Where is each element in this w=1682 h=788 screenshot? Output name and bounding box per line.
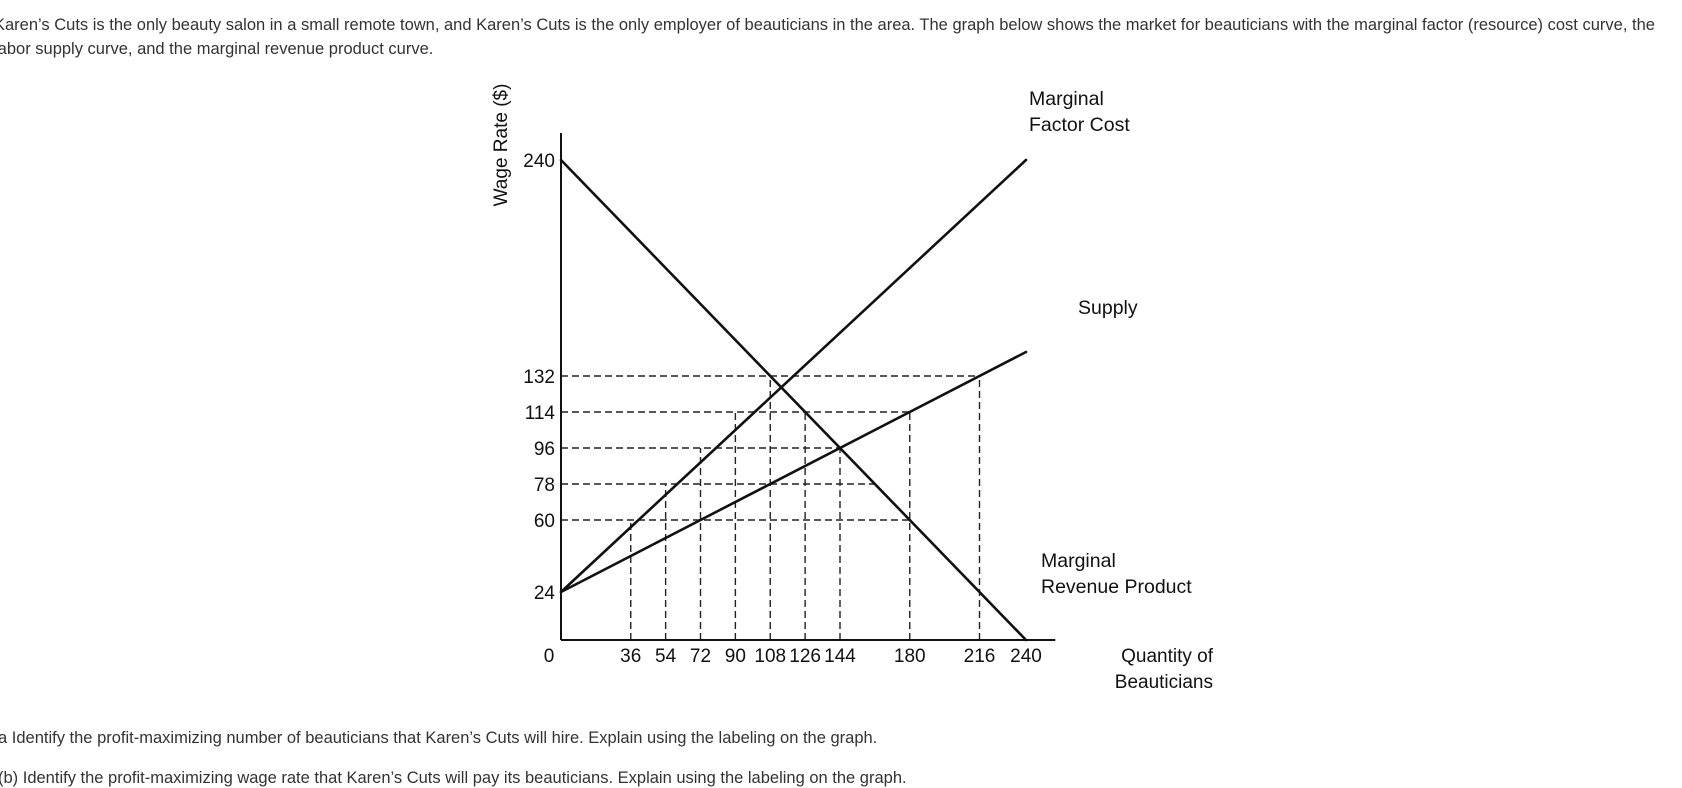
x-tick-144: 144 (824, 646, 856, 667)
mfc-label-line-1: Marginal (1029, 88, 1104, 110)
x-tick-36: 36 (620, 646, 641, 667)
chart-labels: 36 54 72 90 108 126 144 180 216 240 24 60 78 96 114 132… (491, 84, 1214, 693)
mfc-curve (559, 158, 1028, 594)
x-axis-title-line-1: Quantity of (1121, 646, 1214, 667)
mfc-label-line-2: Factor Cost (1029, 114, 1130, 136)
reference-lines (561, 375, 981, 640)
y-tick-114: 114 (525, 403, 556, 424)
y-tick-96: 96 (534, 439, 555, 460)
supply-label-line-1: Supply (1078, 297, 1138, 319)
mrp-curve (559, 158, 1028, 642)
y-tick-240: 240 (523, 151, 555, 172)
y-tick-60: 60 (534, 511, 555, 532)
y-tick-78: 78 (534, 475, 555, 496)
x-axis-title-line-2: Beauticians (1115, 672, 1213, 693)
y-tick-132: 132 (523, 367, 555, 388)
question-a: a Identify the profit-maximizing number … (0, 729, 878, 747)
x-tick-180: 180 (894, 646, 926, 667)
x-tick-240: 240 (1010, 646, 1042, 667)
x-tick-216: 216 (964, 646, 996, 667)
chart-series (559, 158, 1028, 642)
mrp-label-line-2: Revenue Product (1041, 576, 1192, 598)
chart-axes (560, 133, 1056, 641)
x-tick-108: 108 (754, 646, 786, 667)
x-tick-126: 126 (789, 646, 821, 667)
intro-text: Karen’s Cuts is the only beauty salon in… (0, 16, 1655, 58)
supply-curve (559, 350, 1028, 594)
x-tick-54: 54 (655, 646, 677, 667)
question-b: (b) Identify the profit-maximizing wage … (0, 769, 907, 787)
x-tick-72: 72 (690, 646, 711, 667)
mrp-label-line-1: Marginal (1041, 550, 1116, 572)
x-tick-90: 90 (725, 646, 746, 667)
origin-label: 0 (544, 646, 555, 667)
y-axis-title: Wage Rate ($) (491, 84, 512, 207)
y-tick-24: 24 (534, 583, 556, 604)
